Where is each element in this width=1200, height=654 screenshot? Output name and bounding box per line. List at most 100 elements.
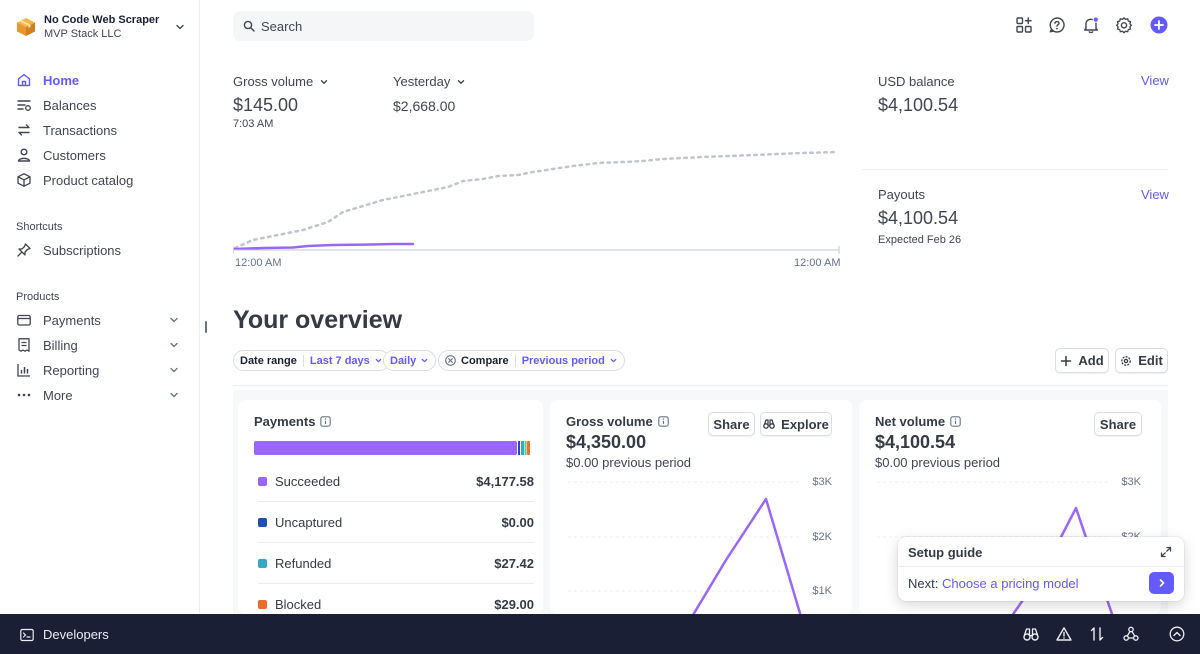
y-tick-label: $2K — [812, 531, 832, 543]
create-new-icon[interactable] — [1150, 16, 1168, 34]
balances-divider — [862, 169, 1168, 170]
chevron-down-icon — [458, 79, 465, 84]
webhooks-icon[interactable] — [1123, 626, 1139, 642]
share-button[interactable]: Share — [708, 412, 755, 436]
metric-label: Gross volume — [233, 74, 314, 89]
compare-filter[interactable]: Compare Previous period — [438, 350, 625, 371]
card-title-text: Payments — [254, 414, 316, 429]
remove-compare-icon[interactable] — [445, 355, 456, 366]
gross-volume-card[interactable]: Gross volume $4,350.00 $0.00 previous pe… — [550, 400, 852, 614]
sidebar-item-label: Balances — [43, 97, 97, 113]
warning-icon[interactable] — [1056, 626, 1072, 642]
overview-divider — [233, 385, 1168, 386]
next-step-button[interactable] — [1149, 572, 1174, 594]
terminal-icon — [20, 628, 34, 641]
chevron-down-icon — [421, 358, 428, 363]
developers-button[interactable]: Developers — [20, 627, 109, 642]
pill-separator — [514, 354, 516, 367]
chevron-down-icon — [170, 367, 178, 373]
date-range-filter[interactable]: Date range Last 7 days — [233, 350, 390, 371]
share-button[interactable]: Share — [1094, 412, 1142, 436]
date-range-label: Date range — [240, 354, 297, 367]
sidebar-item-billing[interactable]: Billing — [16, 334, 186, 356]
setup-guide-panel[interactable]: Setup guide Next: Choose a pricing model — [898, 537, 1184, 601]
net-volume-total: $4,100.54 — [875, 432, 956, 452]
chevron-right-icon — [1159, 579, 1164, 587]
gross-volume-series-line — [692, 497, 802, 614]
gross-volume-selector[interactable]: Gross volume — [233, 74, 329, 89]
compare-day-selector[interactable]: Yesterday — [393, 74, 466, 89]
row-label: Blocked — [275, 597, 322, 612]
apps-icon[interactable] — [1015, 16, 1033, 34]
edit-label: Edit — [1138, 353, 1163, 368]
reporting-icon — [17, 364, 30, 377]
sidebar-item-subscriptions[interactable]: Subscriptions — [16, 239, 186, 261]
uncaptured-bar-segment — [518, 441, 520, 455]
explore-button[interactable]: Explore — [760, 412, 832, 436]
sidebar-item-label: Subscriptions — [43, 242, 122, 258]
payments-row-refunded[interactable]: Refunded $27.42 — [258, 543, 534, 584]
settings-gear-icon[interactable] — [1115, 16, 1133, 34]
plus-icon — [1061, 355, 1072, 366]
next-step-link[interactable]: Choose a pricing model — [941, 576, 1079, 591]
transactions-icon — [18, 124, 30, 136]
payments-card-title: Payments — [254, 414, 332, 429]
add-widget-button[interactable]: Add — [1055, 348, 1109, 373]
sort-arrows-icon[interactable] — [1089, 626, 1105, 642]
sidebar-item-reporting[interactable]: Reporting — [16, 359, 186, 381]
payouts-view-link[interactable]: View — [1141, 187, 1169, 202]
payments-row-uncaptured[interactable]: Uncaptured $0.00 — [258, 502, 534, 543]
overview-title: Your overview — [233, 306, 403, 334]
y-tick-label: $3K — [1121, 476, 1141, 488]
sidebar-item-more[interactable]: More — [16, 384, 186, 406]
chevron-down-icon — [375, 358, 382, 363]
edit-overview-button[interactable]: Edit — [1115, 348, 1168, 373]
net-volume-previous: $0.00 previous period — [875, 455, 1001, 470]
card-title-text: Gross volume — [566, 414, 653, 429]
payments-row-blocked[interactable]: Blocked $29.00 — [258, 584, 534, 614]
sidebar-item-product-catalog[interactable]: Product catalog — [16, 169, 186, 191]
chevron-down-icon — [321, 79, 328, 84]
sidebar-item-transactions[interactable]: Transactions — [16, 119, 186, 141]
sidebar-item-label: Transactions — [43, 122, 117, 138]
help-icon[interactable] — [1048, 16, 1066, 34]
compare-value: Previous period — [521, 354, 605, 367]
chevron-down-icon — [170, 392, 178, 398]
product-catalog-icon — [17, 173, 31, 187]
info-icon[interactable] — [950, 416, 961, 427]
interval-filter[interactable]: Daily — [383, 350, 437, 371]
account-logo-icon — [17, 18, 35, 36]
sidebar-item-label: Home — [43, 72, 80, 88]
payments-row-succeeded[interactable]: Succeeded $4,177.58 — [258, 461, 534, 502]
axis-start-label: 12:00 AM — [235, 257, 282, 269]
usd-balance-view-link[interactable]: View — [1141, 73, 1169, 88]
developers-label: Developers — [43, 627, 109, 642]
binoculars-icon — [763, 419, 776, 429]
sidebar-item-balances[interactable]: Balances — [16, 94, 186, 116]
payments-card[interactable]: Payments Succeeded $4,177.58 Uncaptured … — [238, 400, 543, 614]
notifications-bell-icon[interactable] — [1082, 16, 1100, 34]
search-input[interactable]: Search — [233, 11, 534, 41]
info-icon[interactable] — [320, 416, 332, 427]
usd-balance-value: $4,100.54 — [878, 95, 959, 115]
sidebar-item-label: Customers — [43, 147, 106, 163]
y-tick-label: $3K — [812, 476, 832, 488]
binoculars-icon[interactable] — [1023, 626, 1039, 642]
sidebar-item-payments[interactable]: Payments — [16, 309, 186, 331]
sidebar-item-home[interactable]: Home — [16, 69, 186, 91]
row-amount: $27.42 — [494, 555, 534, 571]
account-switcher[interactable]: No Code Web Scraper MVP Stack LLC — [16, 12, 186, 42]
sidebar-resize-handle[interactable] — [205, 321, 207, 333]
sidebar-item-customers[interactable]: Customers — [16, 144, 186, 166]
gross-volume-previous: $0.00 previous period — [566, 455, 692, 470]
info-icon[interactable] — [657, 416, 669, 427]
legend-dot — [258, 476, 267, 486]
pill-separator — [302, 354, 304, 367]
succeeded-bar-segment — [254, 441, 517, 455]
expand-icon[interactable] — [1160, 546, 1172, 558]
more-icon — [17, 393, 31, 397]
compare-label: Compare — [461, 354, 509, 367]
expand-panel-icon[interactable] — [1169, 626, 1185, 642]
today-time: 7:03 AM — [233, 118, 274, 130]
sidebar-item-label: Payments — [43, 312, 101, 328]
